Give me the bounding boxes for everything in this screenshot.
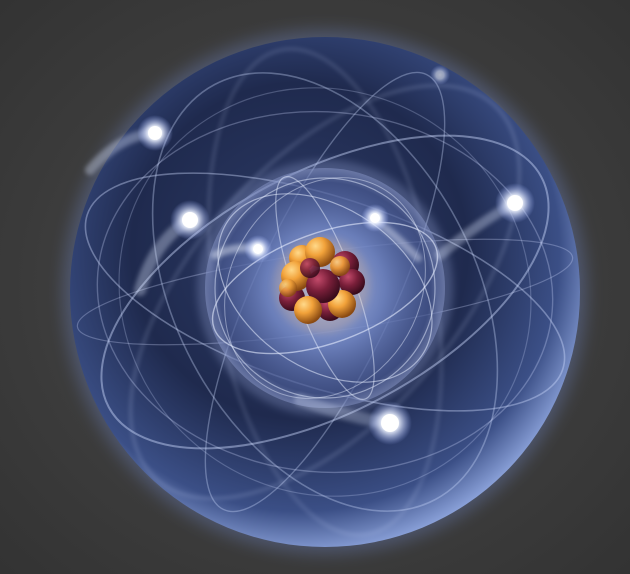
electron-outer-3 <box>495 183 535 223</box>
neutron-6 <box>300 258 320 278</box>
neutron-5 <box>306 269 340 303</box>
electron-outer-4 <box>368 401 412 445</box>
electrons <box>137 65 535 445</box>
electron-outer-5 <box>430 65 450 85</box>
proton-5 <box>294 296 322 324</box>
electron-outer-1 <box>137 115 173 151</box>
electron-inner-1 <box>244 235 272 263</box>
electron-outer-2 <box>170 200 210 240</box>
proton-6 <box>330 256 350 276</box>
neutron-3 <box>339 269 365 295</box>
electron-inner-2 <box>361 204 389 232</box>
nucleus <box>274 237 370 333</box>
proton-7 <box>279 279 297 297</box>
